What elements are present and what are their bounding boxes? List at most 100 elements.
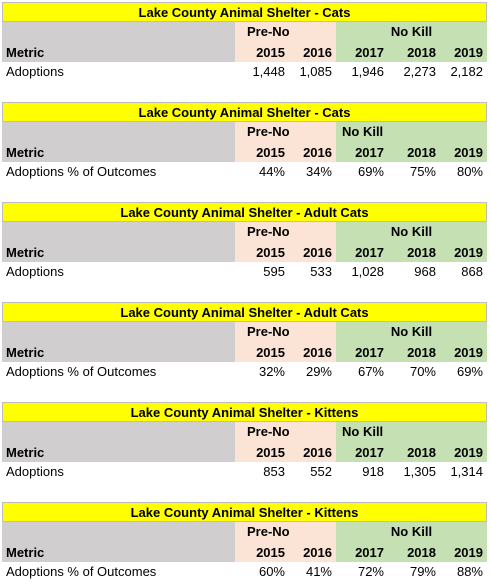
year-header-cell: Pre-No Kill 2015 <box>235 222 313 262</box>
year-header-cell: 2019 <box>440 122 487 162</box>
no-kill-label: No Kill <box>342 124 384 139</box>
year-header: 2016 <box>303 445 332 460</box>
value-cell: 88% <box>456 564 483 579</box>
value-cell: 1,448 <box>252 64 285 79</box>
table-header: Metric Pre-No Kill 2015 2016 2017 2018 2… <box>2 522 487 562</box>
year-header-cell: 2018 <box>388 422 440 462</box>
value-cell: 533 <box>310 264 332 279</box>
value-cell: 79% <box>409 564 436 579</box>
metric-header-cell: Metric <box>2 22 235 62</box>
shelter-table: Lake County Animal Shelter - Cats Metric… <box>2 102 487 182</box>
year-header: 2017 <box>355 545 384 560</box>
year-header-cell: 2016 <box>289 522 336 562</box>
row-label: Adoptions <box>6 64 64 79</box>
value-cell: 69% <box>456 364 483 379</box>
year-header-cell: 2018 <box>388 122 440 162</box>
year-header-cell: 2018 <box>388 22 440 62</box>
table-title: Lake County Animal Shelter - Kittens <box>2 502 487 522</box>
table-row: Adoptions 595 533 1,028 968 868 <box>2 262 487 282</box>
metric-header: Metric <box>6 545 45 560</box>
year-header: 2019 <box>454 445 483 460</box>
year-header: 2016 <box>303 245 332 260</box>
value-cell: 2,273 <box>403 64 436 79</box>
shelter-table: Lake County Animal Shelter - Kittens Met… <box>2 502 487 582</box>
value-cell: 918 <box>362 464 384 479</box>
value-cell: 2,182 <box>450 64 483 79</box>
year-header-cell: 2017 <box>336 122 388 162</box>
row-label: Adoptions <box>6 464 64 479</box>
year-header: 2017 <box>355 145 384 160</box>
metric-header: Metric <box>6 445 45 460</box>
metric-header-cell: Metric <box>2 422 235 462</box>
table-row: Adoptions 1,448 1,085 1,946 2,273 2,182 <box>2 62 487 82</box>
table-header: Metric Pre-No Kill 2015 2016 2017 2018 2… <box>2 122 487 162</box>
metric-header: Metric <box>6 45 45 60</box>
year-header: 2019 <box>454 245 483 260</box>
year-header-cell: Pre-No Kill 2015 <box>235 122 313 162</box>
row-label: Adoptions <box>6 264 64 279</box>
table-row: Adoptions % of Outcomes 32% 29% 67% 70% … <box>2 362 487 382</box>
year-header: 2017 <box>355 245 384 260</box>
year-header: 2016 <box>303 45 332 60</box>
table-title: Lake County Animal Shelter - Adult Cats <box>2 202 487 222</box>
value-cell: 552 <box>310 464 332 479</box>
year-header-cell: 2017 <box>336 322 388 362</box>
year-header-cell: 2019 <box>440 222 487 262</box>
shelter-table: Lake County Animal Shelter - Cats Metric… <box>2 2 487 82</box>
year-header: 2016 <box>303 545 332 560</box>
year-header: 2015 <box>256 445 285 460</box>
year-header: 2015 <box>256 45 285 60</box>
year-header: 2019 <box>454 145 483 160</box>
year-header: 2019 <box>454 345 483 360</box>
year-header-cell: Pre-No Kill 2015 <box>235 322 313 362</box>
table-header: Metric Pre-No Kill 2015 2016 2017 2018 2… <box>2 222 487 262</box>
year-header-cell: 2017 <box>336 22 388 62</box>
table-header: Metric Pre-No Kill 2015 2016 2017 2018 2… <box>2 422 487 462</box>
value-cell: 595 <box>263 264 285 279</box>
metric-header-cell: Metric <box>2 122 235 162</box>
metric-header: Metric <box>6 245 45 260</box>
year-header: 2015 <box>256 145 285 160</box>
no-kill-label: No Kill <box>390 324 433 339</box>
value-cell: 34% <box>305 164 332 179</box>
year-header: 2015 <box>256 345 285 360</box>
metric-header-cell: Metric <box>2 322 235 362</box>
year-header: 2018 <box>407 245 436 260</box>
year-header-cell: 2017 <box>336 422 388 462</box>
year-header: 2018 <box>407 545 436 560</box>
year-header-cell: 2016 <box>289 322 336 362</box>
shelter-table: Lake County Animal Shelter - Adult Cats … <box>2 202 487 282</box>
year-header-cell: 2019 <box>440 522 487 562</box>
value-cell: 1,028 <box>351 264 384 279</box>
year-header: 2016 <box>303 345 332 360</box>
no-kill-label: No Kill <box>390 524 433 539</box>
value-cell: 70% <box>409 364 436 379</box>
year-header-cell: 2016 <box>289 22 336 62</box>
year-header-cell: 2018 <box>388 322 440 362</box>
year-header-cell: Pre-No Kill 2015 <box>235 522 313 562</box>
table-title: Lake County Animal Shelter - Adult Cats <box>2 302 487 322</box>
metric-header-cell: Metric <box>2 222 235 262</box>
table-title: Lake County Animal Shelter - Kittens <box>2 402 487 422</box>
value-cell: 868 <box>461 264 483 279</box>
no-kill-label: No Kill <box>342 424 384 439</box>
year-header: 2015 <box>256 245 285 260</box>
table-row: Adoptions % of Outcomes 60% 41% 72% 79% … <box>2 562 487 582</box>
value-cell: 60% <box>258 564 285 579</box>
value-cell: 1,305 <box>403 464 436 479</box>
shelter-table: Lake County Animal Shelter - Kittens Met… <box>2 402 487 482</box>
value-cell: 41% <box>305 564 332 579</box>
year-header-cell: 2016 <box>289 222 336 262</box>
table-title: Lake County Animal Shelter - Cats <box>2 2 487 22</box>
value-cell: 72% <box>357 564 384 579</box>
year-header: 2015 <box>256 545 285 560</box>
year-header-cell: Pre-No Kill 2015 <box>235 22 313 62</box>
value-cell: 75% <box>409 164 436 179</box>
table-header: Metric Pre-No Kill 2015 2016 2017 2018 2… <box>2 322 487 362</box>
year-header: 2018 <box>407 145 436 160</box>
no-kill-label: No Kill <box>390 24 433 39</box>
table-row: Adoptions 853 552 918 1,305 1,314 <box>2 462 487 482</box>
year-header: 2017 <box>355 345 384 360</box>
value-cell: 29% <box>305 364 332 379</box>
year-header-cell: 2018 <box>388 522 440 562</box>
